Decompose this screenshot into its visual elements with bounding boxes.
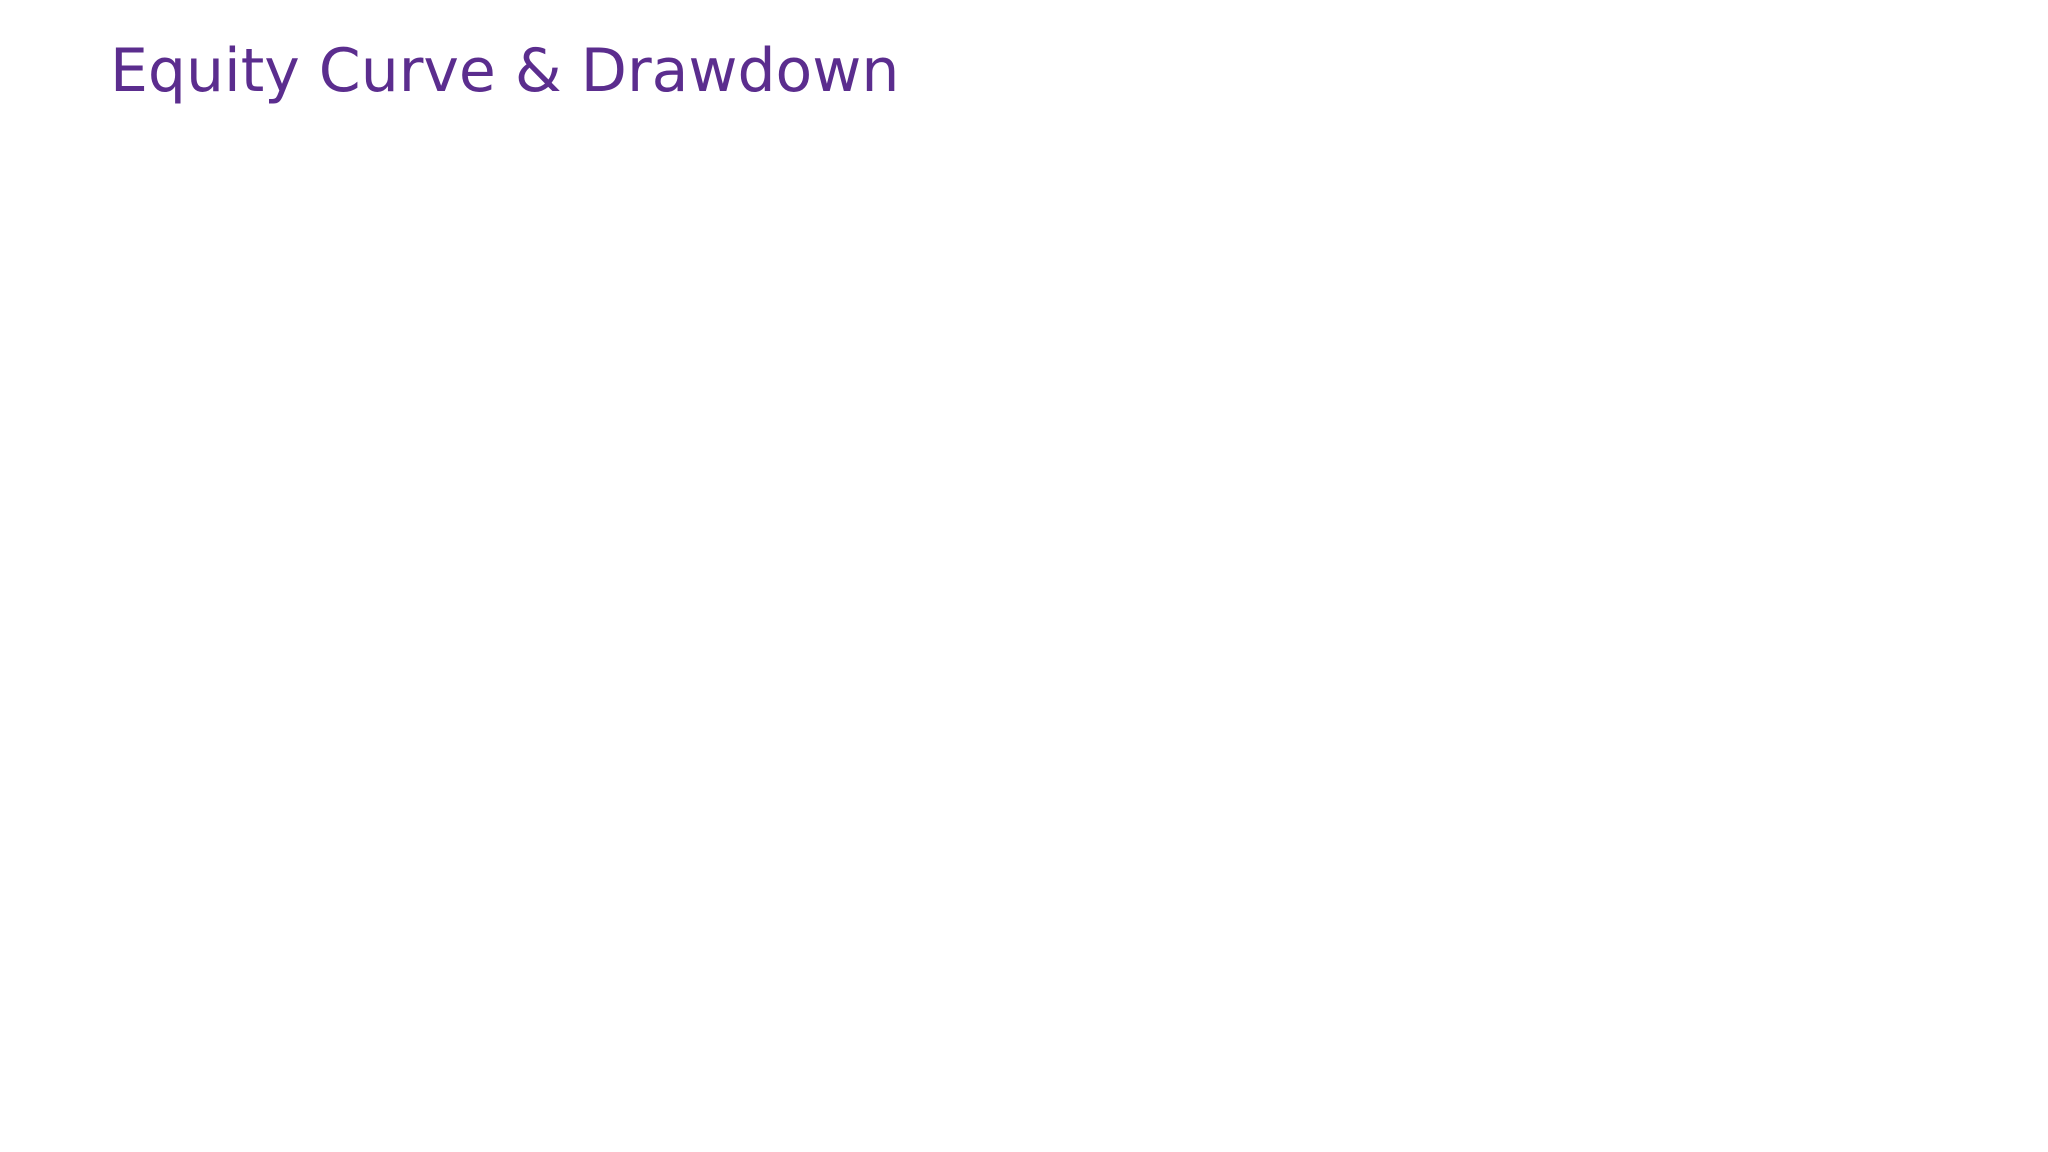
series-line — [87, 694, 2012, 1081]
y-tick-label: -5 — [66, 789, 80, 805]
x-tick-label: 2020 — [1556, 1109, 1592, 1125]
y-tick-label: -20 — [57, 1092, 80, 1108]
y-tick-label: 160k — [45, 319, 81, 335]
x-tick-label: 2022 — [1853, 1109, 1889, 1125]
y-tick-label: 0 — [71, 688, 80, 704]
y-tick-label: 180k — [45, 251, 81, 267]
plot-background — [86, 162, 2020, 573]
chart-title: Drawdown Curve — [100, 622, 220, 638]
y-tick-label: 200k — [45, 184, 81, 200]
series-line — [87, 190, 2021, 550]
y-axis-label: Drawdown % — [16, 854, 32, 946]
y-tick-label: 100k — [45, 521, 81, 537]
area-fill — [87, 696, 2012, 1080]
y-tick-label: 120k — [45, 453, 81, 469]
plot-background — [86, 696, 2020, 1100]
x-tick-label: 2018 — [1258, 1109, 1294, 1125]
y-tick-label: -10 — [57, 890, 80, 906]
x-tick-label: 2012 — [366, 1109, 402, 1125]
y-tick-label: 140k — [45, 386, 81, 402]
x-tick-label: 2016 — [961, 1109, 997, 1125]
y-tick-label: -15 — [57, 991, 80, 1007]
page-title: Equity Curve & Drawdown — [110, 36, 900, 106]
y-axis-label: Equity — [8, 345, 24, 389]
x-axis-label: Date — [1035, 1137, 1068, 1152]
x-tick-label: 2014 — [663, 1109, 699, 1125]
